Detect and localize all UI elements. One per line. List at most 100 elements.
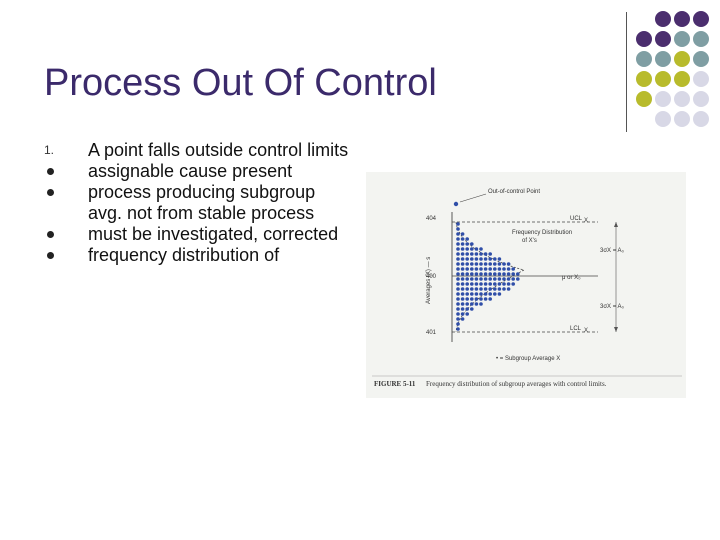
subgroup-dot [470,277,474,281]
subgroup-dot [465,302,469,306]
subgroup-dot [456,307,460,311]
subgroup-dot [479,252,483,256]
subgroup-dot [483,252,488,256]
subgroup-dot [456,237,460,241]
subgroup-dot [465,312,469,316]
bullet-dot-icon [47,231,54,238]
subgroup-dot [456,282,460,286]
decorative-dot [693,51,709,67]
freq-label-2: of X's [522,238,537,244]
subgroup-dot [460,297,465,301]
subgroup-dot [474,252,479,256]
decorative-dot [674,31,690,47]
decorative-dot [636,51,652,67]
subgroup-dot [456,272,460,276]
bullet-text: must be investigated, corrected [88,224,339,244]
ooc-leader-line [459,193,487,203]
bullet-dot-icon [47,168,54,175]
subgroup-dot [460,277,465,281]
subgroup-dot [483,287,488,291]
decorative-dot [674,91,690,107]
subgroup-dot [474,247,479,251]
subgroup-dot [497,287,502,291]
bullet-text: assignable cause present [88,161,293,181]
bullet-item: 1. A point falls outside control limits [44,140,354,161]
subgroup-dot [470,292,474,296]
subgroup-dot [460,252,465,256]
decorative-dot [693,71,709,87]
subgroup-dot [456,292,460,296]
bullet-text: A point falls outside control limits [88,140,349,160]
bullet-list: 1. A point falls outside control limits … [44,140,354,266]
subgroup-dot [456,317,460,321]
decorative-dot-grid [636,11,709,127]
subgroup-dot [460,257,465,261]
subgroup-dot [502,277,506,281]
subgroup-dot [506,287,511,291]
subgroup-dot [488,292,492,296]
subgroup-dot [493,262,497,266]
decorative-divider [626,12,627,132]
subgroup-dot [465,287,469,291]
subgroup-dot [479,292,483,296]
subgroup-dot [516,277,520,281]
arrow-up-icon [614,222,618,227]
subgroup-dot [483,272,488,276]
ucl-label: UCL [570,216,583,222]
subgroup-dot [456,232,460,236]
subgroup-dot [506,272,511,276]
subgroup-dot [488,267,492,271]
subgroup-dot [511,282,515,286]
subgroup-dot [502,287,506,291]
subgroup-dot [470,262,474,266]
subgroup-dot [456,297,460,301]
decorative-dot [655,11,671,27]
subgroup-dot [502,272,506,276]
y-axis-label: Averages (X) — s [426,257,432,304]
subgroup-dot [479,257,483,261]
tick-bot: 401 [426,330,437,336]
subgroup-dot [483,277,488,281]
bullet-item: must be investigated, corrected [44,224,354,245]
subgroup-dot [506,267,511,271]
decorative-dot [655,71,671,87]
out-of-control-point [453,201,459,207]
subgroup-average-dots [456,222,520,331]
subgroup-dot [479,297,483,301]
subgroup-dot [479,247,483,251]
subgroup-dot [465,277,469,281]
decorative-dot [636,71,652,87]
subgroup-dot [456,242,460,246]
subgroup-dot [497,292,502,296]
subgroup-dot [479,267,483,271]
decorative-dot [674,71,690,87]
subgroup-dot [456,227,460,231]
subgroup-dot [470,267,474,271]
subgroup-dot [456,302,460,306]
caption-text: Frequency distribution of subgroup avera… [426,380,607,388]
decorative-dot [693,111,709,127]
subgroup-dot [474,282,479,286]
subgroup-dot [456,312,460,316]
subgroup-dot [483,262,488,266]
subgroup-dot [493,267,497,271]
subgroup-dot [474,292,479,296]
subgroup-dot [488,297,492,301]
decorative-dot [636,31,652,47]
subgroup-dot [488,257,492,261]
subgroup-dot [465,292,469,296]
subgroup-dot [474,267,479,271]
subgroup-dot [456,247,460,251]
subgroup-dot [474,262,479,266]
subgroup-dot [497,262,502,266]
tick-mid: 400 [426,274,437,280]
subgroup-dot [497,277,502,281]
subgroup-dot [493,257,497,261]
subgroup-dot [502,262,506,266]
subgroup-dot [497,282,502,286]
lcl-sub: X [584,328,588,334]
subgroup-dot [460,272,465,276]
subgroup-dot [502,267,506,271]
decorative-dot [655,111,671,127]
bullet-text: frequency distribution of [88,245,280,265]
